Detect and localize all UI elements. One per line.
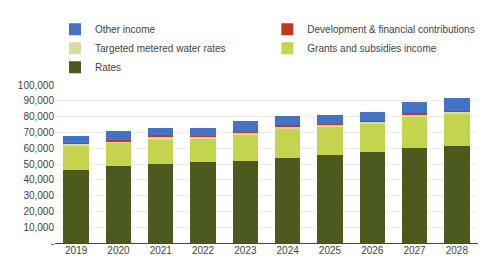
svg-text:2021: 2021 (150, 245, 173, 256)
svg-text:2028: 2028 (446, 245, 469, 256)
svg-text:70,000: 70,000 (23, 127, 54, 138)
svg-text:90,000: 90,000 (23, 95, 54, 106)
svg-text:100,000: 100,000 (18, 80, 55, 91)
svg-text:Development & financial contri: Development & financial contributions (307, 24, 474, 35)
svg-text:2020: 2020 (107, 245, 130, 256)
svg-text:Targeted metered water rates: Targeted metered water rates (95, 43, 226, 54)
svg-text:20,000: 20,000 (23, 206, 54, 217)
svg-text:40,000: 40,000 (23, 174, 54, 185)
svg-text:50,000: 50,000 (23, 159, 54, 170)
svg-text:2023: 2023 (234, 245, 257, 256)
svg-text:2027: 2027 (403, 245, 426, 256)
svg-text:Grants and subsidies income: Grants and subsidies income (307, 43, 436, 54)
svg-text:2025: 2025 (319, 245, 342, 256)
svg-text:2022: 2022 (192, 245, 215, 256)
svg-text:80,000: 80,000 (23, 111, 54, 122)
svg-text:60,000: 60,000 (23, 143, 54, 154)
svg-text:2024: 2024 (277, 245, 300, 256)
svg-text:2026: 2026 (361, 245, 384, 256)
svg-text:Rates: Rates (95, 62, 121, 73)
svg-text:10,000: 10,000 (23, 222, 54, 233)
svg-text:Other income: Other income (95, 24, 155, 35)
svg-text:30,000: 30,000 (23, 190, 54, 201)
svg-text:-: - (51, 238, 54, 249)
svg-text:2019: 2019 (65, 245, 88, 256)
